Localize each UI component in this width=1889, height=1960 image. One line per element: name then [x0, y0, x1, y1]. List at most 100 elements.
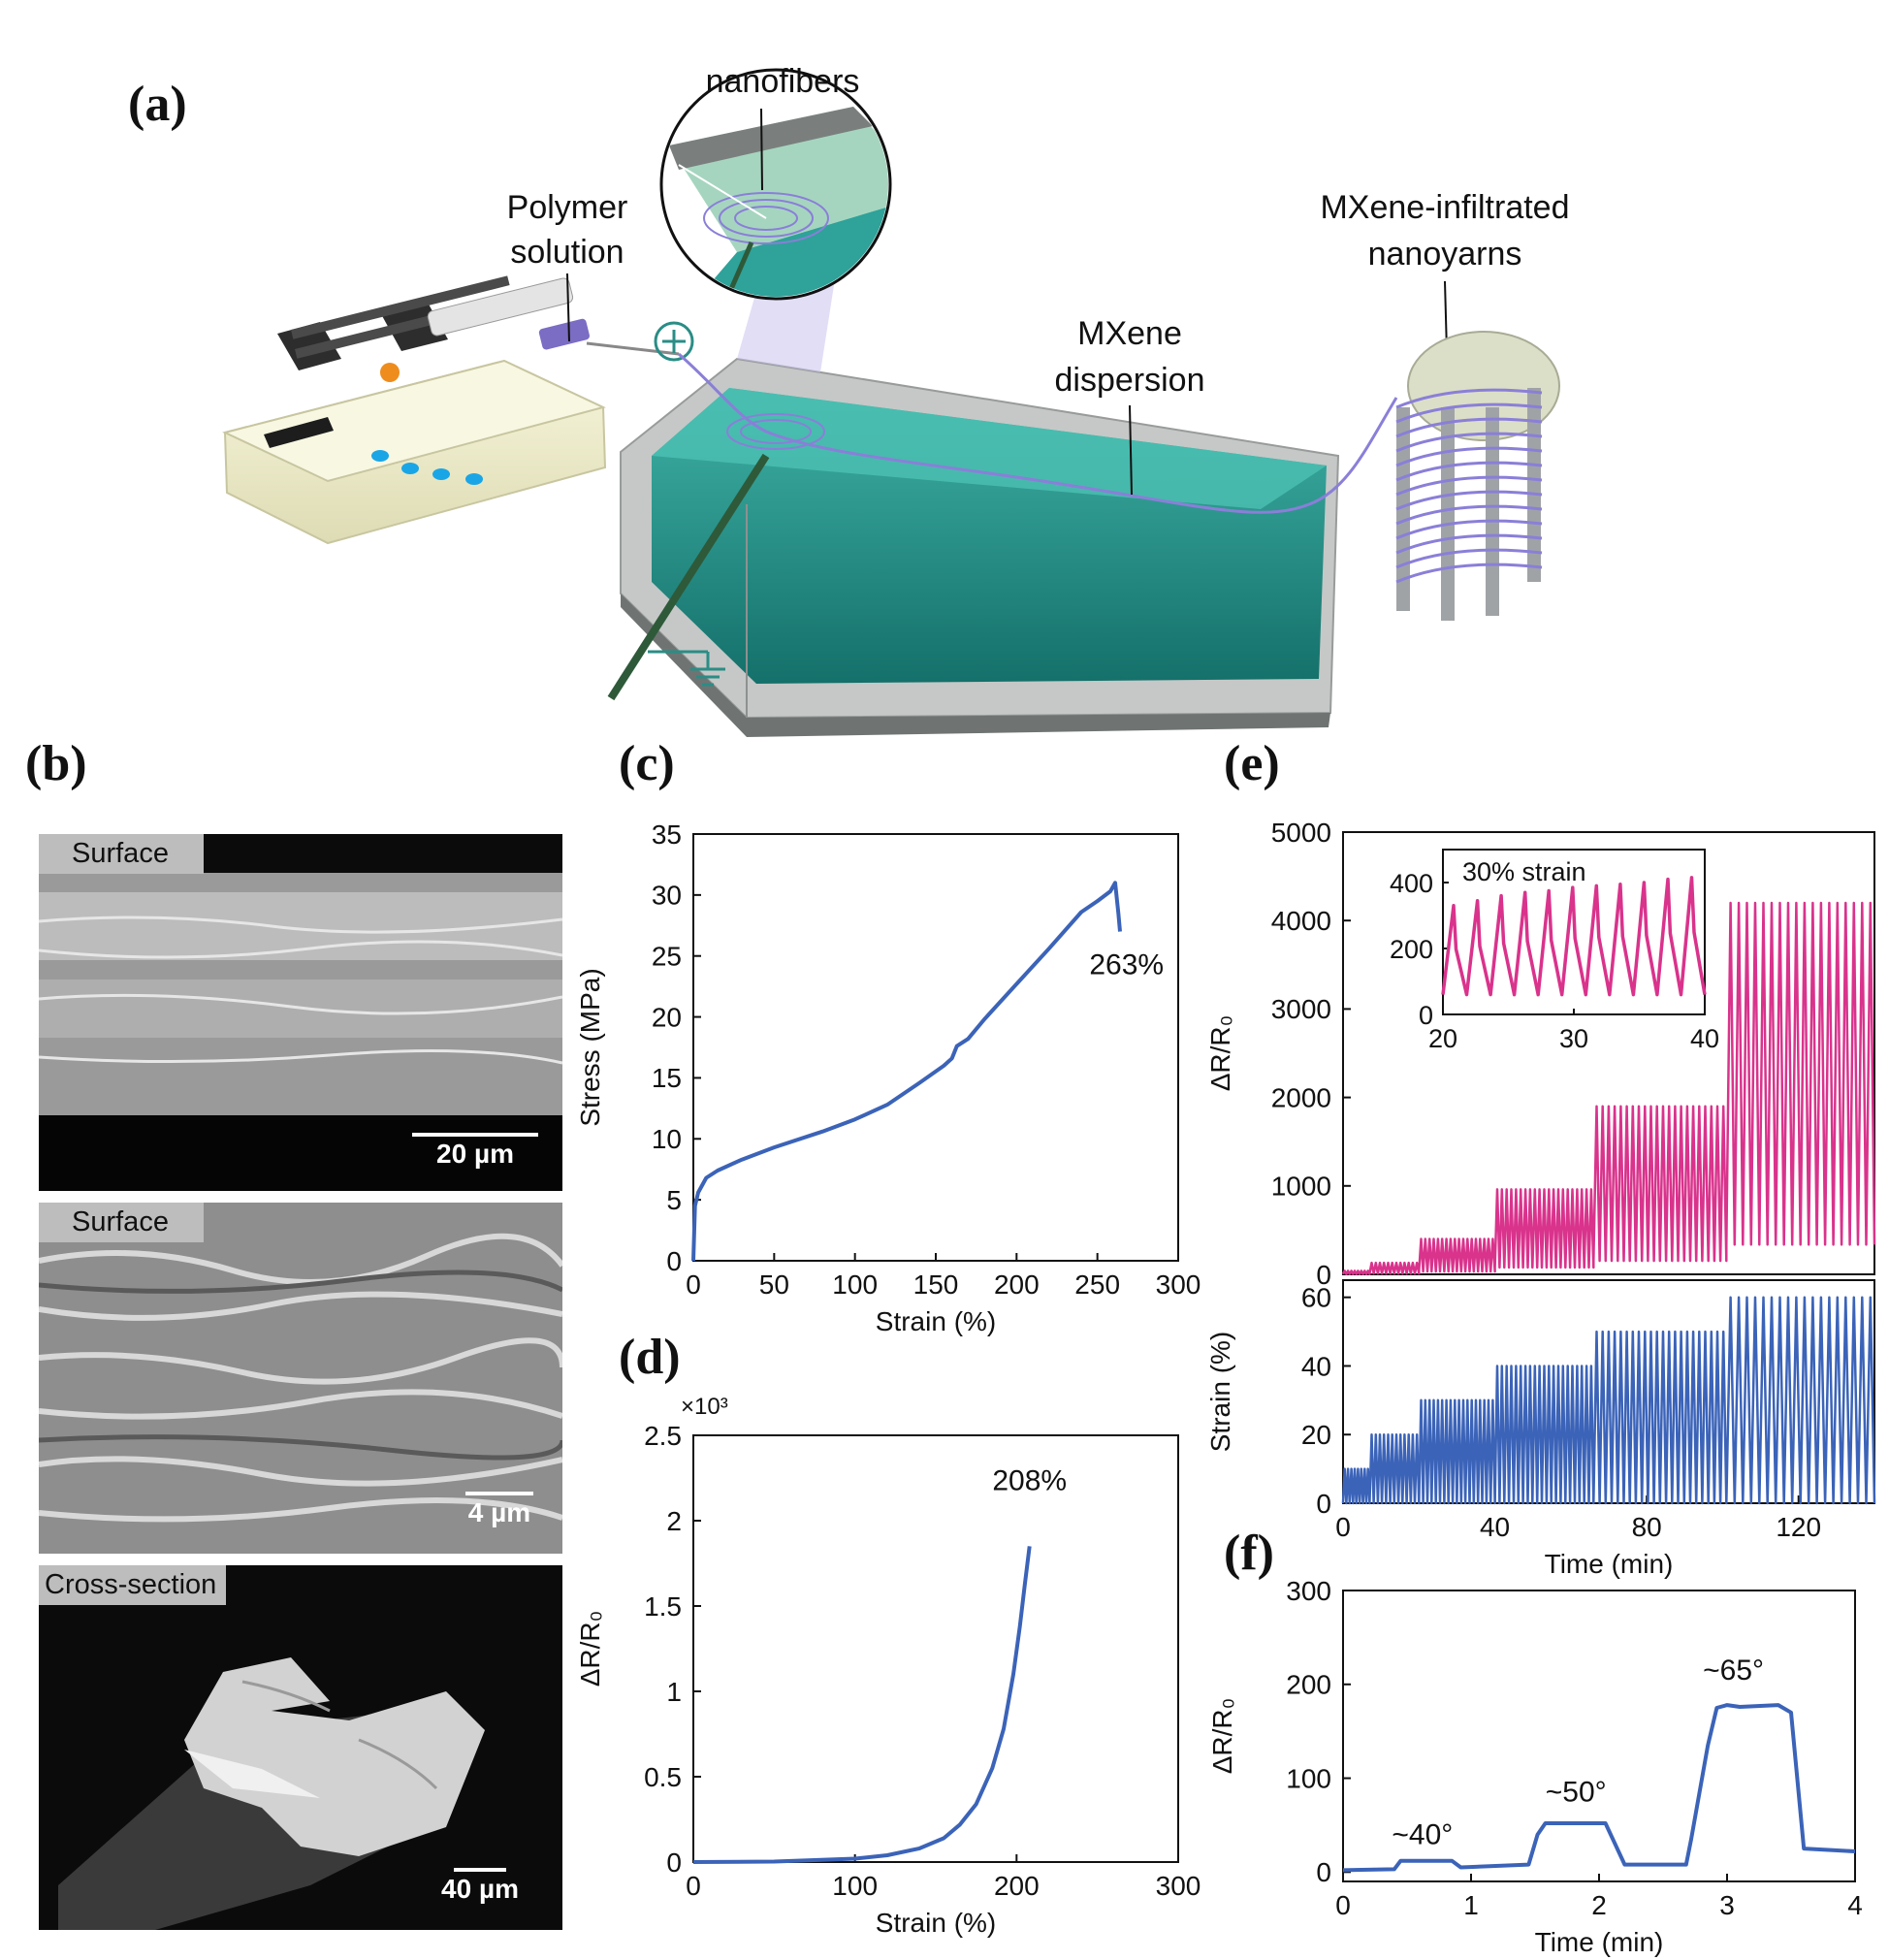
x-axis-label: Time (min) [1535, 1927, 1664, 1957]
y-tick-label: 10 [652, 1124, 682, 1154]
y-tick-label: 1000 [1271, 1172, 1331, 1202]
electrospinning-schematic [222, 68, 1560, 737]
pump-button [465, 473, 483, 485]
label-nanofibers: nanofibers [705, 63, 860, 100]
sem-texture [58, 1657, 485, 1930]
annotation: ~50° [1546, 1777, 1607, 1809]
x-axis-label: Time (min) [1545, 1549, 1674, 1579]
x-tick-label: 1 [1463, 1890, 1479, 1920]
sem-texture [39, 873, 562, 1191]
y-tick-label: 40 [1301, 1351, 1331, 1381]
stress-strain-curve [691, 881, 1122, 1262]
inset-y-tick-label: 200 [1390, 935, 1433, 964]
x-tick-label: 4 [1847, 1890, 1863, 1920]
mxene-bath [620, 357, 1340, 737]
inset-x-tick-label: 30 [1559, 1024, 1588, 1053]
y-axis-label: Stress (MPa) [575, 968, 605, 1126]
annotation: ~40° [1392, 1818, 1453, 1850]
inset-x-tick-label: 40 [1690, 1024, 1719, 1053]
syringe-pump [222, 275, 680, 545]
scale-bar-label: 40 µm [441, 1874, 519, 1904]
x-tick-label: 100 [832, 1269, 878, 1300]
x-tick-label: 200 [994, 1269, 1040, 1300]
y-tick-label: 200 [1286, 1670, 1331, 1700]
scale-bar-label: 4 µm [467, 1497, 531, 1527]
sem-label: Surface [39, 834, 204, 874]
x-tick-label: 80 [1632, 1512, 1662, 1542]
y-tick-label: 30 [652, 881, 682, 911]
x-tick-label: 120 [1776, 1512, 1821, 1542]
y-tick-label: 3000 [1271, 994, 1331, 1024]
y-axis-label: Strain (%) [1205, 1332, 1235, 1452]
panel-label-c: (c) [619, 736, 675, 791]
inset-resistance-cycles [1441, 876, 1707, 997]
y-axis-label: ΔR/R₀ [575, 1611, 605, 1687]
plot-frame [692, 833, 1179, 1262]
x-tick-label: 0 [686, 1269, 701, 1300]
y-tick-label: 0 [1316, 1260, 1331, 1290]
y-tick-label: 0 [1316, 1489, 1331, 1519]
x-tick-label: 150 [913, 1269, 959, 1300]
pump-button [432, 468, 450, 480]
chart-bending-response: 0 1 2 3 4 0 100 200 300 Time (min) ΔR/R₀ ~40° ~50° ~6… [1207, 1576, 1863, 1957]
y-tick-label: 5 [666, 1185, 682, 1215]
inset-y-tick-label: 0 [1419, 1001, 1433, 1030]
plot-frame [1342, 831, 1875, 1275]
scale-bar-label: 20 µm [436, 1139, 514, 1169]
sem-label: Surface [39, 1203, 204, 1242]
y-tick-label: 0 [666, 1848, 682, 1878]
x-tick-label: 2 [1591, 1890, 1607, 1920]
y-tick-label: 2.5 [644, 1421, 682, 1451]
y-tick-label: 15 [652, 1063, 682, 1093]
inset-title: 30% strain [1462, 857, 1586, 886]
pump-button [371, 450, 389, 462]
chart-stress-strain: 0 50 100 150 200 250 300 0 5 10 15 20 25 30 35 Strain (… [575, 819, 1201, 1336]
y-tick-label: 4000 [1271, 906, 1331, 936]
x-tick-label: 0 [1335, 1512, 1351, 1542]
x-axis-label: Strain (%) [876, 1908, 996, 1938]
panel-label-a: (a) [128, 77, 187, 132]
strain-cycles [1341, 1296, 1876, 1505]
plot-frame [1342, 1279, 1875, 1504]
label-nanoyarns-2: nanoyarns [1367, 236, 1522, 273]
label-polymer-solution-1: Polymer [506, 189, 628, 226]
y-tick-label: 2 [666, 1506, 682, 1536]
bending-response-curve [1342, 1703, 1856, 1873]
x-tick-label: 3 [1719, 1890, 1735, 1920]
panel-label-f: (f) [1224, 1526, 1274, 1581]
sem-image-surface-1: Surface 20 µm [39, 834, 562, 1191]
y-tick-label: 60 [1301, 1282, 1331, 1312]
x-tick-label: 50 [759, 1269, 789, 1300]
x-tick-label: 200 [994, 1871, 1040, 1901]
panel-label-e: (e) [1224, 736, 1280, 791]
annotation: 263% [1089, 949, 1164, 981]
panel-label-d: (d) [619, 1330, 681, 1385]
x-tick-label: 40 [1480, 1512, 1510, 1542]
y-axis-label: ΔR/R₀ [1207, 1698, 1237, 1775]
positive-electrode-icon [654, 321, 694, 362]
x-tick-label: 100 [832, 1871, 878, 1901]
y-tick-label: 0.5 [644, 1762, 682, 1792]
pump-button [401, 463, 419, 474]
label-polymer-solution-2: solution [510, 234, 624, 271]
scale-bar: 40 µm [427, 1868, 533, 1905]
x-tick-label: 250 [1074, 1269, 1120, 1300]
ground-icon [648, 650, 725, 687]
y-axis-label: ΔR/R₀ [1205, 1015, 1235, 1092]
y-tick-label: 1 [666, 1677, 682, 1707]
inset-x-tick-label: 20 [1428, 1024, 1457, 1053]
x-tick-label: 0 [1335, 1890, 1351, 1920]
sem-image-cross-section: Cross-section 40 µm [39, 1565, 562, 1930]
y-tick-label: 0 [1316, 1857, 1331, 1887]
label-mxene-dispersion-2: dispersion [1054, 362, 1205, 399]
y-tick-label: 35 [652, 819, 682, 850]
scale-bar: 4 µm [446, 1492, 553, 1528]
panel-label-b: (b) [25, 736, 87, 791]
y-tick-label: 300 [1286, 1576, 1331, 1606]
y-tick-label: 25 [652, 942, 682, 972]
resistance-strain-curve [692, 1546, 1032, 1864]
y-tick-label: 20 [1301, 1420, 1331, 1450]
sem-image-surface-2: Surface 4 µm [39, 1203, 562, 1554]
annotation: 208% [992, 1464, 1067, 1496]
